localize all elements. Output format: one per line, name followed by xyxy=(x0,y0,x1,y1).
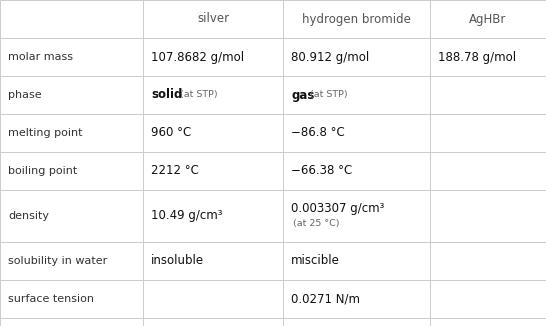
Text: 107.8682 g/mol: 107.8682 g/mol xyxy=(151,51,244,64)
Text: 188.78 g/mol: 188.78 g/mol xyxy=(438,51,516,64)
Text: solubility in water: solubility in water xyxy=(8,256,107,266)
Text: silver: silver xyxy=(197,12,229,25)
Text: molar mass: molar mass xyxy=(8,52,73,62)
Text: 960 °C: 960 °C xyxy=(151,126,191,140)
Text: −66.38 °C: −66.38 °C xyxy=(291,165,352,177)
Text: 10.49 g/cm³: 10.49 g/cm³ xyxy=(151,210,223,223)
Text: gas: gas xyxy=(291,88,314,101)
Text: surface tension: surface tension xyxy=(8,294,94,304)
Text: 2212 °C: 2212 °C xyxy=(151,165,199,177)
Text: 0.0271 N/m: 0.0271 N/m xyxy=(291,292,360,305)
Text: boiling point: boiling point xyxy=(8,166,77,176)
Text: phase: phase xyxy=(8,90,41,100)
Text: −86.8 °C: −86.8 °C xyxy=(291,126,345,140)
Text: hydrogen bromide: hydrogen bromide xyxy=(302,12,411,25)
Text: miscible: miscible xyxy=(291,255,340,268)
Text: 0.003307 g/cm³: 0.003307 g/cm³ xyxy=(291,202,384,215)
Text: melting point: melting point xyxy=(8,128,82,138)
Text: (at STP): (at STP) xyxy=(310,91,347,99)
Text: AgHBr: AgHBr xyxy=(470,12,507,25)
Text: (at STP): (at STP) xyxy=(180,91,217,99)
Text: density: density xyxy=(8,211,49,221)
Text: solid: solid xyxy=(151,88,182,101)
Text: (at 25 °C): (at 25 °C) xyxy=(293,219,340,228)
Text: 80.912 g/mol: 80.912 g/mol xyxy=(291,51,369,64)
Text: insoluble: insoluble xyxy=(151,255,204,268)
